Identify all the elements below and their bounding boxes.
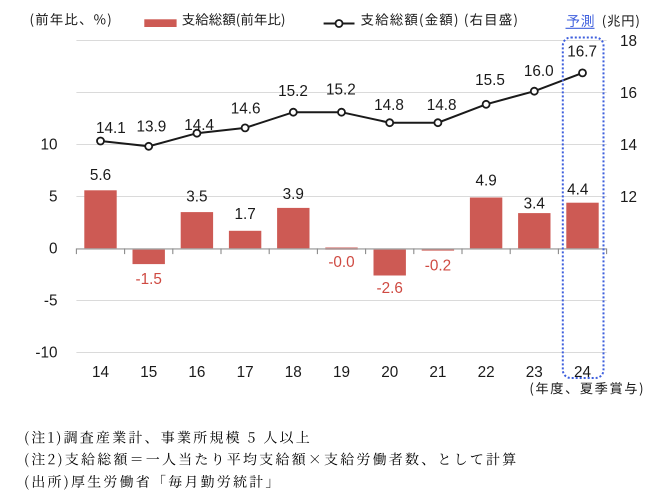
- svg-text:14.4: 14.4: [184, 117, 214, 134]
- svg-text:18: 18: [620, 33, 637, 50]
- svg-text:14.1: 14.1: [96, 120, 126, 137]
- svg-text:-10: -10: [35, 345, 57, 362]
- svg-text:5: 5: [49, 189, 58, 206]
- svg-text:20: 20: [381, 364, 398, 381]
- svg-text:3.4: 3.4: [524, 195, 546, 212]
- svg-text:-1.5: -1.5: [136, 271, 162, 288]
- svg-text:3.5: 3.5: [186, 189, 207, 206]
- svg-text:16.0: 16.0: [524, 63, 554, 80]
- svg-text:14: 14: [92, 364, 110, 381]
- svg-text:17: 17: [237, 364, 254, 381]
- svg-text:-0.0: -0.0: [328, 254, 354, 271]
- svg-text:16: 16: [620, 85, 637, 102]
- svg-text:22: 22: [478, 364, 495, 381]
- svg-text:4.4: 4.4: [567, 182, 589, 199]
- svg-text:15.2: 15.2: [278, 83, 308, 100]
- svg-text:15.5: 15.5: [475, 72, 505, 89]
- svg-text:5.6: 5.6: [90, 167, 111, 184]
- svg-text:21: 21: [429, 364, 446, 381]
- svg-text:16: 16: [188, 364, 205, 381]
- svg-text:24: 24: [574, 364, 592, 381]
- svg-text:14: 14: [620, 137, 638, 154]
- svg-text:1.7: 1.7: [234, 206, 255, 223]
- svg-text:14.8: 14.8: [374, 97, 404, 114]
- svg-text:-5: -5: [44, 293, 58, 310]
- svg-text:3.9: 3.9: [283, 186, 304, 203]
- svg-text:4.9: 4.9: [475, 173, 496, 190]
- svg-text:-0.2: -0.2: [425, 258, 451, 275]
- svg-text:19: 19: [333, 364, 350, 381]
- svg-text:10: 10: [40, 137, 57, 154]
- svg-text:0: 0: [49, 241, 58, 258]
- svg-text:15.2: 15.2: [326, 82, 356, 99]
- svg-text:12: 12: [620, 189, 637, 206]
- svg-text:13.9: 13.9: [137, 119, 167, 136]
- svg-text:14.8: 14.8: [427, 97, 457, 114]
- svg-text:-2.6: -2.6: [377, 280, 403, 297]
- svg-text:18: 18: [285, 364, 302, 381]
- svg-text:16.7: 16.7: [567, 44, 597, 61]
- svg-text:15: 15: [140, 364, 157, 381]
- svg-text:23: 23: [526, 364, 543, 381]
- svg-text:14.6: 14.6: [231, 101, 261, 118]
